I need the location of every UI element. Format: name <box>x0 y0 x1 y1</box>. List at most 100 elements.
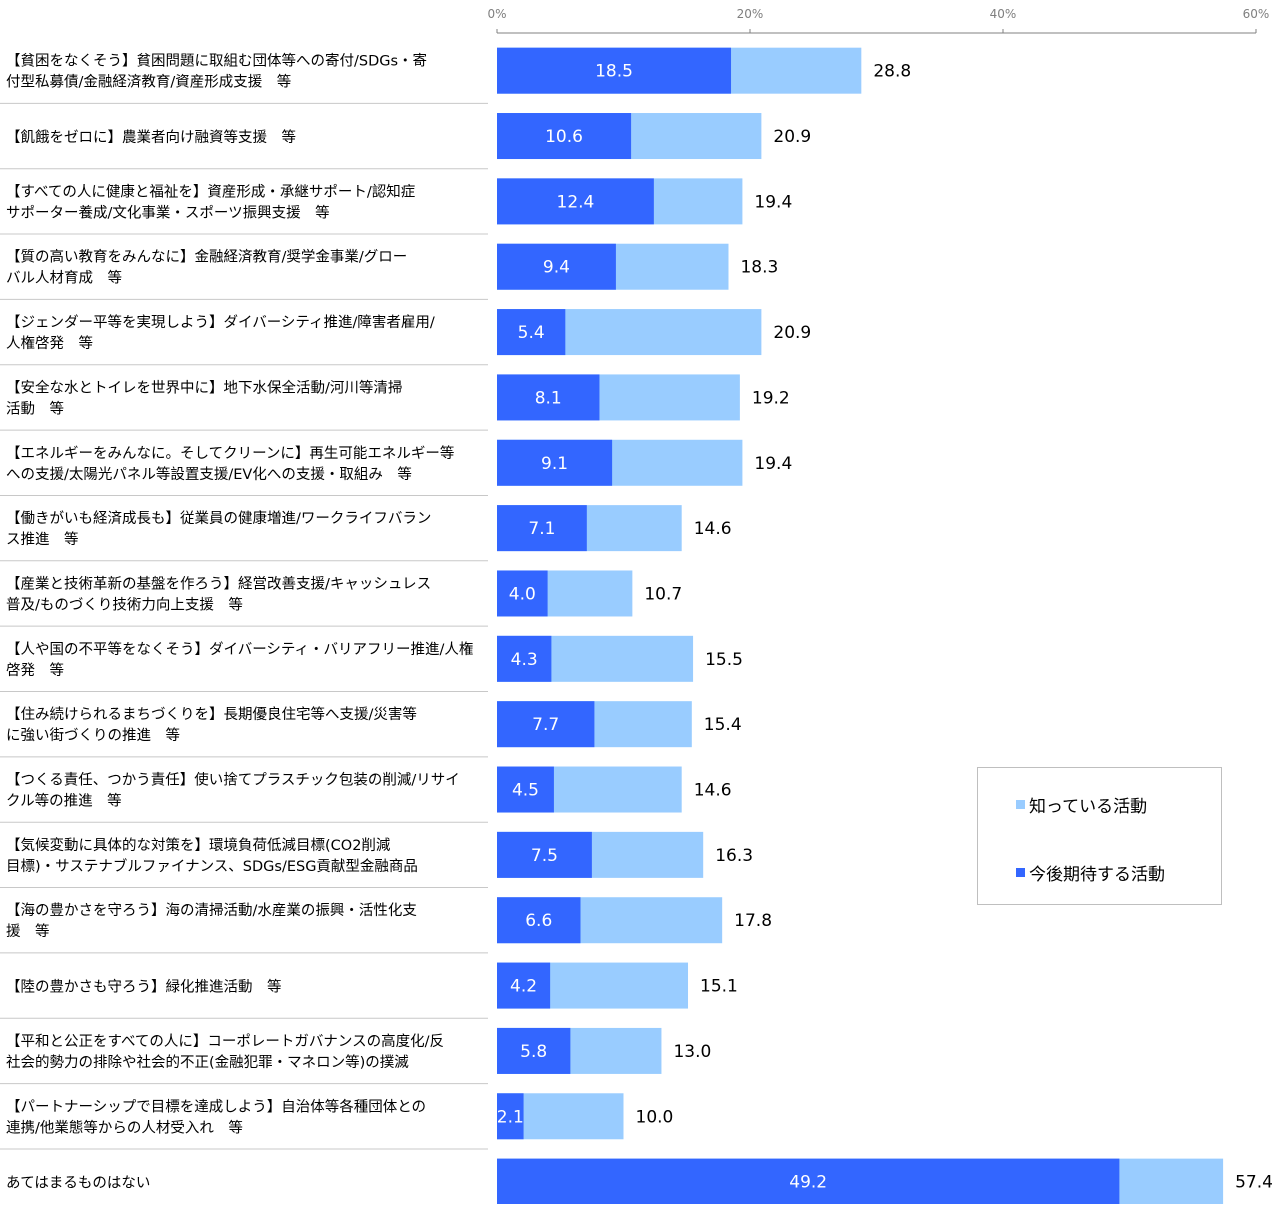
data-label-expected: 8.1 <box>535 388 562 408</box>
data-label-expected: 18.5 <box>595 62 633 82</box>
bar-expected <box>497 47 732 94</box>
category-label: 【海の豊かさを守ろう】海の清掃活動/水産業の振興・活性化支 <box>6 901 417 919</box>
legend: 知っている活動 今後期待する活動 <box>977 767 1222 905</box>
bar-expected <box>497 701 595 748</box>
data-label-expected: 7.1 <box>528 519 555 539</box>
data-label-known: 15.5 <box>705 650 743 670</box>
category-label: 【産業と技術革新の基盤を作ろう】経営改善支援/キャッシュレス <box>6 575 431 592</box>
category-label: 目標)・サステナブルファイナンス、SDGs/ESG貢献型金融商品 <box>6 857 418 875</box>
legend-label-expected: 今後期待する活動 <box>1029 865 1165 885</box>
x-tick-label: 20% <box>737 7 764 21</box>
legend-label-known: 知っている活動 <box>1029 797 1148 817</box>
data-label-expected: 7.5 <box>531 846 558 866</box>
data-label-expected: 2.1 <box>497 1107 524 1127</box>
category-label: 【貧困をなくそう】貧困問題に取組む団体等への寄付/SDGs・寄 <box>6 52 427 70</box>
category-label: に強い街づくりの推進 等 <box>6 726 180 744</box>
legend-item-known: 知っている活動 <box>1016 792 1147 817</box>
category-label: クル等の推進 等 <box>6 792 122 810</box>
bar-expected <box>497 113 632 160</box>
data-label-expected: 4.3 <box>511 650 538 670</box>
bar-expected <box>497 831 592 878</box>
bar-expected <box>497 570 548 617</box>
category-label: あてはまるものはない <box>6 1175 150 1192</box>
category-label: 【エネルギーをみんなに。そしてクリーンに】再生可能エネルギー等 <box>6 444 454 462</box>
data-label-expected: 4.2 <box>510 977 537 997</box>
data-label-known: 19.2 <box>752 388 790 408</box>
x-tick-label: 40% <box>990 7 1017 21</box>
category-label: 社会的勢力の排除や社会的不正(金融犯罪・マネロン等)の撲滅 <box>6 1053 409 1071</box>
category-label: 【つくる責任、つかう責任】使い捨てプラスチック包装の削減/リサイ <box>6 771 460 789</box>
category-label: 活動 等 <box>6 399 64 417</box>
bar-expected <box>497 505 587 552</box>
category-label: 【平和と公正をすべての人に】コーポレートガバナンスの高度化/反 <box>6 1033 444 1050</box>
data-label-known: 15.1 <box>700 977 738 997</box>
x-tick-label: 60% <box>1243 7 1270 21</box>
bar-expected <box>497 1158 1120 1205</box>
bar-expected <box>497 178 654 225</box>
data-label-known: 57.4 <box>1235 1173 1273 1193</box>
category-label: 【気候変動に具体的な対策を】環境負荷低減目標(CO2削減 <box>6 836 391 854</box>
category-label: ス推進 等 <box>6 530 79 548</box>
category-label: 連携/他業態等からの人材受入れ 等 <box>6 1118 243 1136</box>
data-label-expected: 6.6 <box>525 911 552 931</box>
category-label: 【陸の豊かさも守ろう】緑化推進活動 等 <box>6 978 282 996</box>
data-label-expected: 12.4 <box>557 192 595 212</box>
bar-expected <box>497 962 551 1009</box>
bar-expected <box>497 766 554 813</box>
category-label: 人権啓発 等 <box>6 334 93 352</box>
data-label-known: 16.3 <box>715 846 753 866</box>
category-label: サポーター養成/文化事業・スポーツ振興支援 等 <box>6 203 330 221</box>
legend-item-expected: 今後期待する活動 <box>1016 860 1165 885</box>
category-label: 【質の高い教育をみんなに】金融経済教育/奨学金事業/グロー <box>6 248 407 266</box>
category-label: 普及/ものづくり技術力向上支援 等 <box>6 595 243 613</box>
data-label-known: 28.8 <box>873 62 911 82</box>
data-label-known: 10.7 <box>644 584 682 604</box>
category-label: 【働きがいも経済成長も】従業員の健康増進/ワークライフバラン <box>6 510 431 527</box>
data-label-expected: 9.1 <box>541 454 568 474</box>
bar-expected <box>497 439 613 486</box>
bar-expected <box>497 243 616 290</box>
data-label-known: 20.9 <box>773 323 811 343</box>
category-label: 【安全な水とトイレを世界中に】地下水保全活動/河川等清掃 <box>6 378 402 396</box>
bar-expected <box>497 309 566 356</box>
bar-expected <box>497 897 581 944</box>
category-label: 【人や国の不平等をなくそう】ダイバーシティ・バリアフリー推進/人権 <box>6 640 473 658</box>
data-label-expected: 4.0 <box>509 584 536 604</box>
data-label-expected: 5.4 <box>518 323 545 343</box>
category-label: 【住み続けられるまちづくりを】長期優良住宅等へ支援/災害等 <box>6 705 417 723</box>
data-label-expected: 5.8 <box>520 1042 547 1062</box>
category-label: 付型私募債/金融経済教育/資産形成支援 等 <box>6 73 291 91</box>
data-label-expected: 10.6 <box>545 127 583 147</box>
legend-swatch-expected <box>1016 868 1025 877</box>
bar-expected <box>497 635 552 682</box>
data-label-known: 19.4 <box>754 454 792 474</box>
category-label: 【すべての人に健康と福祉を】資産形成・承継サポート/認知症 <box>6 183 415 200</box>
data-label-known: 17.8 <box>734 911 772 931</box>
bar-expected <box>497 374 600 421</box>
data-label-known: 19.4 <box>754 192 792 212</box>
data-label-known: 14.6 <box>694 519 732 539</box>
data-label-expected: 49.2 <box>789 1173 827 1193</box>
data-label-expected: 7.7 <box>532 715 559 735</box>
data-label-known: 15.4 <box>704 715 742 735</box>
data-label-known: 20.9 <box>773 127 811 147</box>
data-label-known: 18.3 <box>740 258 778 278</box>
category-label: 【パートナーシップで目標を達成しよう】自治体等各種団体との <box>6 1097 426 1115</box>
category-label: への支援/太陽光パネル等設置支援/EV化への支援・取組み 等 <box>6 465 412 483</box>
data-label-known: 13.0 <box>673 1042 711 1062</box>
category-label: バル人材育成 等 <box>6 269 122 287</box>
data-label-expected: 4.5 <box>512 781 539 801</box>
category-label: 【飢餓をゼロに】農業者向け融資等支援 等 <box>6 128 296 146</box>
data-label-expected: 9.4 <box>543 258 570 278</box>
bar-expected <box>497 1093 524 1140</box>
legend-swatch-known <box>1016 800 1025 809</box>
bar-expected <box>497 1027 571 1074</box>
x-tick-label: 0% <box>487 7 506 21</box>
data-label-known: 10.0 <box>636 1107 674 1127</box>
category-label: 【ジェンダー平等を実現しよう】ダイバーシティ推進/障害者雇用/ <box>6 313 435 331</box>
category-label: 啓発 等 <box>6 661 64 679</box>
category-label: 援 等 <box>6 922 50 940</box>
data-label-known: 14.6 <box>694 781 732 801</box>
